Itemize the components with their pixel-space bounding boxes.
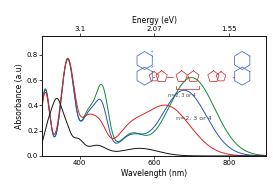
- Text: n=2, 3 or 4: n=2, 3 or 4: [176, 116, 211, 121]
- X-axis label: Wavelength (nm): Wavelength (nm): [121, 169, 187, 178]
- X-axis label: Energy (eV): Energy (eV): [132, 16, 177, 25]
- Y-axis label: Absorbance (a.u): Absorbance (a.u): [15, 63, 24, 129]
